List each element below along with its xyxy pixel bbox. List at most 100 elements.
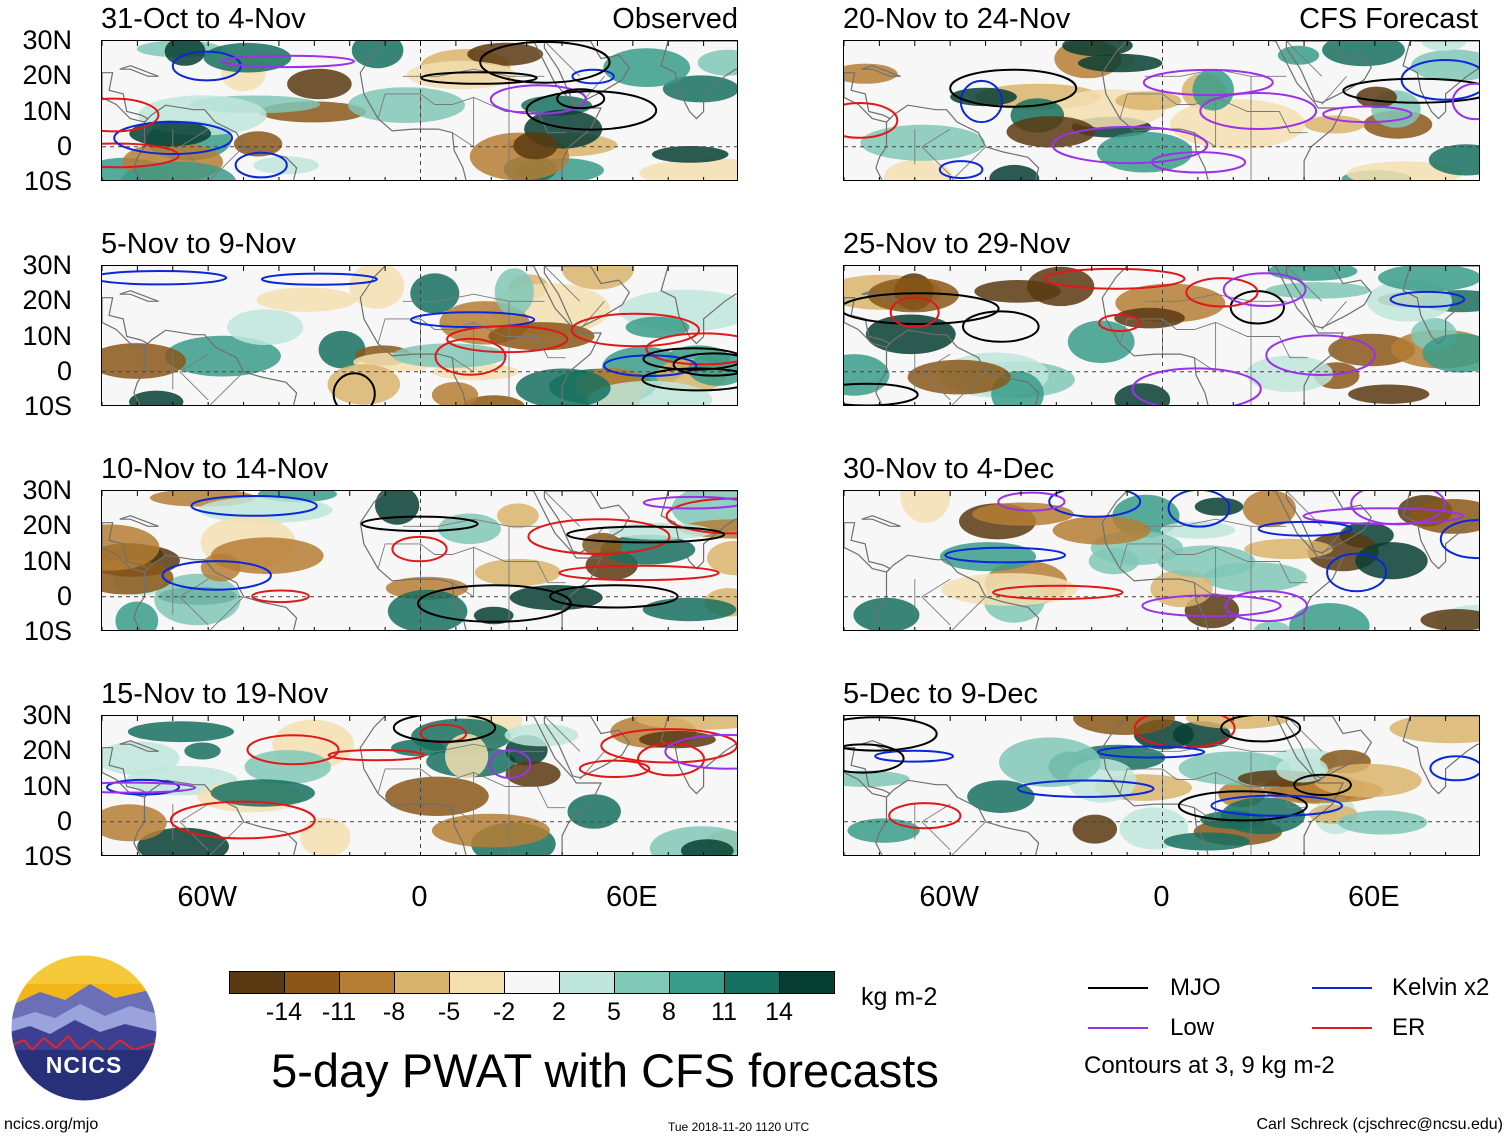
low-contour — [642, 495, 737, 510]
pwat-anomaly-blob — [642, 597, 737, 622]
kelvin-contour — [1096, 745, 1206, 759]
low-contour — [1222, 272, 1307, 307]
pwat-anomaly-blob — [1186, 716, 1290, 729]
country-border — [209, 821, 244, 855]
pwat-anomaly-blob — [1157, 545, 1256, 578]
colorbar-cell — [724, 971, 780, 994]
coastline — [1285, 266, 1373, 329]
panel-tag-cfs-forecast: CFS Forecast — [1299, 3, 1478, 35]
pwat-anomaly-blob — [1006, 116, 1096, 148]
ncics-logo-graphic — [10, 954, 158, 1102]
er-contour — [446, 325, 569, 354]
pwat-anomaly-blob — [1244, 538, 1333, 560]
map-panel-obs-2 — [101, 265, 738, 406]
lat-tick-label: 10N — [22, 770, 72, 801]
mjo-contour — [1342, 77, 1479, 104]
pwat-anomaly-blob — [989, 164, 1040, 180]
map-panel-obs-3 — [101, 490, 738, 631]
kelvin-contour — [1389, 290, 1466, 308]
footer-url[interactable]: ncics.org/mjo — [4, 1116, 99, 1133]
map-svg — [844, 491, 1479, 630]
low-contour — [664, 733, 737, 770]
lat-tick-label: 10N — [22, 320, 72, 351]
country-border — [377, 543, 566, 584]
coastline — [543, 41, 631, 104]
country-border — [452, 582, 474, 598]
kelvin-contour — [944, 546, 1067, 564]
coastline — [1285, 41, 1373, 104]
map-panel-obs-1 — [101, 40, 738, 181]
colorbar-cell — [669, 971, 725, 994]
coastline — [1101, 266, 1344, 405]
mjo-contour — [420, 71, 538, 85]
lat-tick-label: 10S — [23, 616, 72, 646]
er-contour — [1043, 267, 1186, 290]
country-border — [452, 807, 474, 823]
pwat-anomaly-blob — [844, 63, 898, 84]
country-border — [921, 353, 951, 401]
pwat-anomaly-blob — [1073, 716, 1175, 735]
pwat-anomaly-blob — [494, 268, 534, 316]
country-border — [1144, 293, 1287, 302]
er-contour — [251, 589, 310, 604]
kelvin-contour — [1326, 552, 1388, 593]
low-contour — [1451, 82, 1479, 121]
pwat-anomaly-blob — [473, 606, 514, 625]
map-panel-fcst-1 — [843, 40, 1480, 181]
colorbar-tick-label: -11 — [321, 998, 357, 1026]
pwat-anomaly-blob — [327, 364, 401, 405]
coastline — [1402, 716, 1479, 795]
contour-note: Contours at 3, 9 kg m-2 — [1084, 1052, 1335, 1079]
legend-label-mjo: MJO — [1170, 974, 1221, 1001]
map-svg — [844, 41, 1479, 180]
pwat-anomaly-blob — [410, 273, 460, 314]
pwat-anomaly-blob — [1052, 516, 1151, 545]
country-border — [951, 146, 986, 180]
er-contour — [600, 728, 737, 764]
pwat-anomaly-blob — [603, 48, 691, 87]
pwat-anomaly-blob — [515, 368, 611, 405]
er-contour — [844, 102, 899, 139]
pwat-anomaly-blob — [233, 131, 283, 157]
mjo-contour — [844, 292, 1000, 325]
pwat-anomaly-blob — [853, 597, 920, 630]
country-border — [544, 716, 581, 752]
kelvin-contour — [161, 560, 272, 591]
pwat-anomaly-blob — [1194, 497, 1244, 516]
kelvin-contour — [1048, 491, 1142, 518]
er-contour — [169, 800, 316, 840]
kelvin-contour — [113, 121, 233, 155]
pwat-anomaly-blob — [1409, 499, 1479, 534]
colorbar-cell — [504, 971, 560, 994]
kelvin-contour — [234, 151, 288, 179]
coastline — [844, 747, 892, 798]
mjo-contour — [566, 525, 726, 544]
pwat-anomaly-blob — [406, 60, 517, 90]
er-contour — [645, 332, 737, 366]
colorbar-cell — [284, 971, 340, 994]
lat-tick-label: 20N — [22, 285, 72, 316]
mjo-contour — [844, 716, 938, 752]
pwat-anomaly-blob — [102, 524, 160, 571]
colorbar-cell — [229, 971, 285, 994]
country-border — [209, 371, 244, 405]
lon-tick-label: 60W — [919, 881, 979, 913]
low-contour — [102, 781, 197, 794]
lat-tick-label: 30N — [22, 250, 72, 280]
map-svg — [844, 266, 1479, 405]
lat-tick-label: 10N — [22, 545, 72, 576]
pwat-anomaly-blob — [1114, 307, 1185, 329]
pwat-anomaly-blob — [287, 68, 352, 100]
map-panel-fcst-4 — [843, 715, 1480, 856]
low-contour — [220, 54, 356, 69]
er-contour — [578, 759, 651, 778]
legend-label-low: Low — [1170, 1014, 1215, 1041]
pwat-anomaly-blob — [1160, 521, 1236, 539]
country-border — [1321, 526, 1347, 555]
country-border — [402, 743, 545, 752]
panel-title-fcst-1: 20-Nov to 24-Nov — [843, 3, 1071, 35]
kelvin-contour — [959, 79, 1003, 124]
kelvin-contour — [1167, 491, 1231, 528]
colorbar-cell — [779, 971, 835, 994]
country-border — [544, 266, 581, 302]
